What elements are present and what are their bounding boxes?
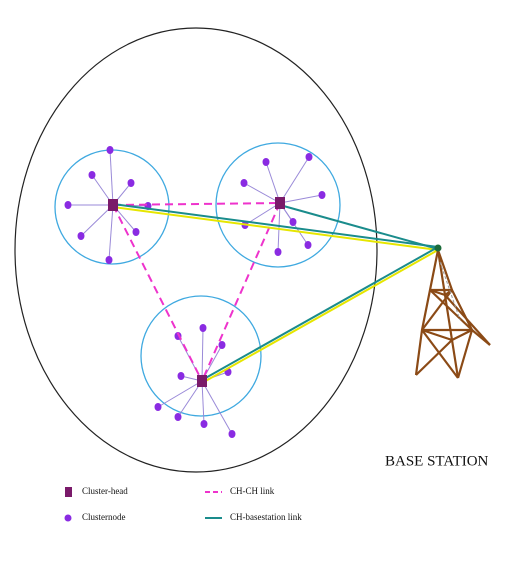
ch-bs-links bbox=[112, 203, 439, 384]
cluster-node bbox=[228, 430, 236, 438]
cluster-node bbox=[200, 420, 208, 428]
ch-bs-link bbox=[112, 206, 439, 251]
cluster-node bbox=[199, 324, 207, 332]
legend-label: Cluster-head bbox=[82, 486, 128, 496]
cluster-node bbox=[154, 403, 162, 411]
member-link bbox=[265, 161, 281, 204]
ch-ch-link bbox=[201, 202, 281, 382]
tower-leg bbox=[436, 249, 460, 379]
member-link bbox=[277, 202, 281, 253]
tower-brace bbox=[415, 339, 453, 376]
antenna bbox=[434, 244, 442, 252]
cluster-boundary bbox=[140, 295, 262, 417]
ch-bs-link bbox=[112, 203, 439, 248]
legend-label: CH-CH link bbox=[230, 486, 275, 496]
member-link bbox=[243, 182, 281, 204]
cluster-node bbox=[174, 413, 182, 421]
cluster-heads bbox=[108, 197, 285, 387]
member-link bbox=[108, 204, 114, 261]
member-link bbox=[201, 380, 233, 435]
network-boundary bbox=[14, 27, 378, 473]
cluster-members bbox=[64, 146, 326, 438]
cluster-node bbox=[262, 158, 270, 166]
tower-brace bbox=[421, 329, 459, 379]
cluster-node bbox=[127, 179, 135, 187]
cluster-head bbox=[275, 197, 285, 209]
legend-swatch bbox=[64, 514, 72, 522]
tower-brace bbox=[456, 329, 474, 379]
cluster-node bbox=[88, 171, 96, 179]
tower-brace bbox=[429, 289, 473, 331]
member-link bbox=[279, 156, 310, 204]
legend-swatch bbox=[65, 487, 72, 497]
tower-inner bbox=[439, 261, 461, 321]
cluster-node bbox=[218, 341, 226, 349]
cluster-node bbox=[77, 232, 85, 240]
cluster-node bbox=[105, 256, 113, 264]
member-link bbox=[279, 194, 323, 204]
cluster-node bbox=[305, 153, 313, 161]
legend-label: Clusternode bbox=[82, 512, 126, 522]
cluster-node bbox=[64, 201, 72, 209]
legend-label: CH-basestation link bbox=[230, 512, 302, 522]
cluster-node bbox=[318, 191, 326, 199]
cluster-node bbox=[274, 248, 282, 256]
base-station-label: BASE STATION bbox=[385, 453, 489, 469]
cluster-boundary bbox=[215, 142, 341, 268]
cluster-node bbox=[240, 179, 248, 187]
ch-ch-link bbox=[112, 202, 281, 206]
ch-bs-link bbox=[201, 249, 439, 384]
ch-ch-link bbox=[112, 204, 203, 382]
ch-bs-link bbox=[201, 246, 439, 381]
member-link bbox=[201, 380, 205, 425]
cluster-node bbox=[304, 241, 312, 249]
cluster-node bbox=[132, 228, 140, 236]
tower bbox=[414, 249, 491, 379]
cluster-head bbox=[108, 199, 118, 211]
ch-ch-links bbox=[112, 202, 281, 382]
cluster-head bbox=[197, 375, 207, 387]
member-link bbox=[80, 204, 114, 237]
tower-brace bbox=[429, 288, 454, 297]
cluster-node bbox=[106, 146, 114, 154]
tower-leg bbox=[436, 249, 491, 346]
member-link bbox=[157, 380, 203, 408]
cluster-node bbox=[177, 372, 185, 380]
tower-leg bbox=[414, 249, 440, 376]
cluster-node bbox=[289, 218, 297, 226]
tower-brace bbox=[444, 294, 491, 346]
tower-brace bbox=[421, 328, 474, 342]
member-link bbox=[109, 149, 114, 206]
member-link bbox=[201, 327, 204, 382]
ch-bs-link bbox=[279, 204, 439, 250]
